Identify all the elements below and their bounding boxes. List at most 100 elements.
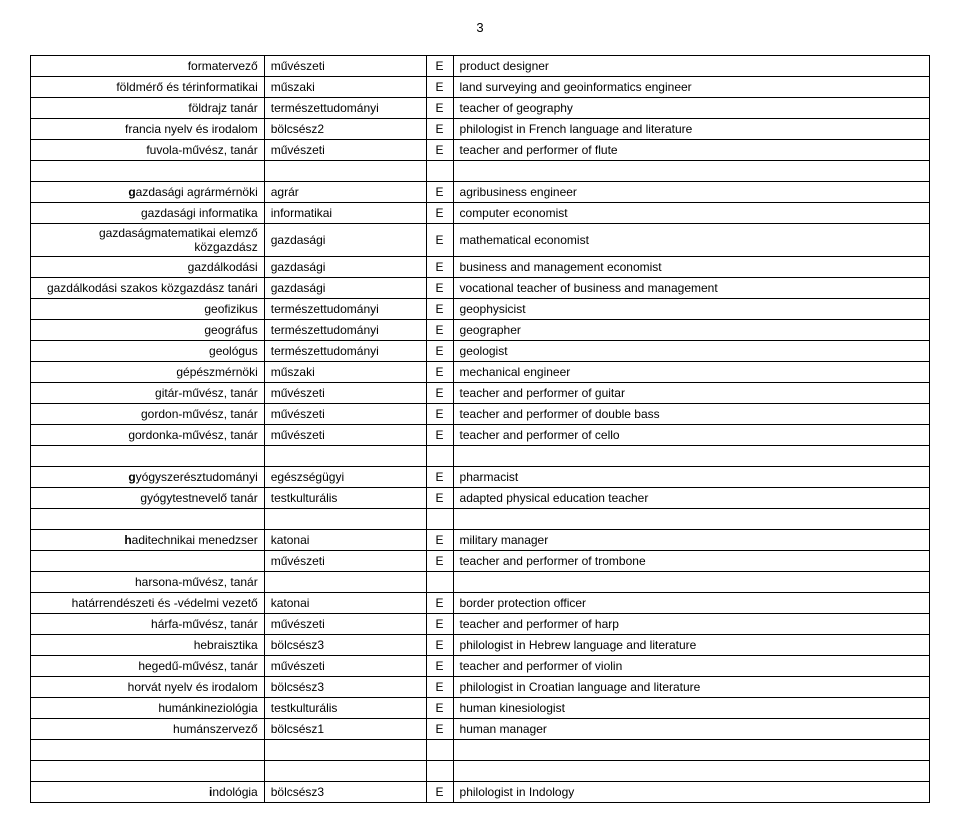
code-cell: E	[426, 362, 453, 383]
hungarian-cell: gitár-művész, tanár	[31, 383, 265, 404]
code-cell: E	[426, 299, 453, 320]
empty-cell	[264, 740, 426, 761]
english-cell: philologist in Hebrew language and liter…	[453, 635, 929, 656]
table-row: francia nyelv és irodalombölcsész2Ephilo…	[31, 119, 930, 140]
hungarian-cell: gazdaságmatematikai elemző közgazdász	[31, 224, 265, 257]
table-row: humánszervezőbölcsész1Ehuman manager	[31, 719, 930, 740]
hungarian-cell	[31, 551, 265, 572]
category-cell	[264, 572, 426, 593]
table-row: hegedű-művész, tanárművészetiEteacher an…	[31, 656, 930, 677]
hungarian-cell: harsona-művész, tanár	[31, 572, 265, 593]
table-row: gazdaságmatematikai elemző közgazdászgaz…	[31, 224, 930, 257]
hungarian-cell: gazdálkodási	[31, 257, 265, 278]
english-cell: human kinesiologist	[453, 698, 929, 719]
category-cell: bölcsész1	[264, 719, 426, 740]
table-row: gépészmérnökiműszakiEmechanical engineer	[31, 362, 930, 383]
category-cell: művészeti	[264, 614, 426, 635]
data-table: formatervezőművészetiEproduct designerfö…	[30, 55, 930, 803]
empty-cell	[31, 761, 265, 782]
hungarian-cell: földrajz tanár	[31, 98, 265, 119]
english-cell: pharmacist	[453, 467, 929, 488]
category-cell: bölcsész2	[264, 119, 426, 140]
code-cell: E	[426, 224, 453, 257]
hungarian-cell: fuvola-művész, tanár	[31, 140, 265, 161]
category-cell: katonai	[264, 530, 426, 551]
category-cell: bölcsész3	[264, 677, 426, 698]
category-cell: egészségügyi	[264, 467, 426, 488]
empty-cell	[453, 161, 929, 182]
hungarian-cell: gordon-művész, tanár	[31, 404, 265, 425]
category-cell: művészeti	[264, 551, 426, 572]
hungarian-cell: gazdasági agrármérnöki	[31, 182, 265, 203]
table-row: geológustermészettudományiEgeologist	[31, 341, 930, 362]
english-cell: border protection officer	[453, 593, 929, 614]
empty-cell	[426, 446, 453, 467]
english-cell: business and management economist	[453, 257, 929, 278]
english-cell: teacher and performer of cello	[453, 425, 929, 446]
hungarian-cell: földmérő és térinformatikai	[31, 77, 265, 98]
code-cell: E	[426, 698, 453, 719]
english-cell: mechanical engineer	[453, 362, 929, 383]
code-cell: E	[426, 593, 453, 614]
empty-cell	[264, 509, 426, 530]
table-row: formatervezőművészetiEproduct designer	[31, 56, 930, 77]
english-cell: vocational teacher of business and manag…	[453, 278, 929, 299]
empty-cell	[426, 509, 453, 530]
table-row: horvát nyelv és irodalombölcsész3Ephilol…	[31, 677, 930, 698]
code-cell: E	[426, 677, 453, 698]
category-cell: testkulturális	[264, 488, 426, 509]
code-cell: E	[426, 278, 453, 299]
code-cell: E	[426, 341, 453, 362]
empty-cell	[264, 161, 426, 182]
hungarian-cell: francia nyelv és irodalom	[31, 119, 265, 140]
category-cell: műszaki	[264, 362, 426, 383]
english-cell: product designer	[453, 56, 929, 77]
table-row: gazdálkodásigazdaságiEbusiness and manag…	[31, 257, 930, 278]
empty-cell	[453, 446, 929, 467]
hungarian-cell: geológus	[31, 341, 265, 362]
code-cell: E	[426, 98, 453, 119]
hungarian-cell: haditechnikai menedzser	[31, 530, 265, 551]
empty-cell	[453, 509, 929, 530]
category-cell: természettudományi	[264, 299, 426, 320]
hungarian-cell: humánkineziológia	[31, 698, 265, 719]
category-cell: agrár	[264, 182, 426, 203]
category-cell: gazdasági	[264, 224, 426, 257]
code-cell	[426, 572, 453, 593]
hungarian-cell: formatervező	[31, 56, 265, 77]
english-cell: adapted physical education teacher	[453, 488, 929, 509]
code-cell: E	[426, 656, 453, 677]
code-cell: E	[426, 56, 453, 77]
table-row: határrendészeti és -védelmi vezetőkatona…	[31, 593, 930, 614]
code-cell: E	[426, 182, 453, 203]
english-cell: teacher and performer of guitar	[453, 383, 929, 404]
empty-cell	[453, 761, 929, 782]
hungarian-cell: gazdasági informatika	[31, 203, 265, 224]
code-cell: E	[426, 530, 453, 551]
code-cell: E	[426, 77, 453, 98]
category-cell: természettudományi	[264, 320, 426, 341]
category-cell: testkulturális	[264, 698, 426, 719]
empty-cell	[264, 446, 426, 467]
english-cell: teacher and performer of violin	[453, 656, 929, 677]
code-cell: E	[426, 203, 453, 224]
hungarian-cell: horvát nyelv és irodalom	[31, 677, 265, 698]
hungarian-cell: hebraisztika	[31, 635, 265, 656]
hungarian-cell: gordonka-művész, tanár	[31, 425, 265, 446]
hungarian-cell: gazdálkodási szakos közgazdász tanári	[31, 278, 265, 299]
hungarian-cell: humánszervező	[31, 719, 265, 740]
english-cell: philologist in Croatian language and lit…	[453, 677, 929, 698]
code-cell: E	[426, 257, 453, 278]
table-row: gyógytestnevelő tanártestkulturálisEadap…	[31, 488, 930, 509]
code-cell: E	[426, 488, 453, 509]
table-row: művészetiEteacher and performer of tromb…	[31, 551, 930, 572]
table-row: haditechnikai menedzserkatonaiEmilitary …	[31, 530, 930, 551]
empty-cell	[426, 161, 453, 182]
empty-cell	[31, 161, 265, 182]
table-row	[31, 509, 930, 530]
code-cell: E	[426, 467, 453, 488]
table-row: földrajz tanártermészettudományiEteacher…	[31, 98, 930, 119]
category-cell: természettudományi	[264, 98, 426, 119]
table-row: hárfa-művész, tanárművészetiEteacher and…	[31, 614, 930, 635]
category-cell: művészeti	[264, 656, 426, 677]
